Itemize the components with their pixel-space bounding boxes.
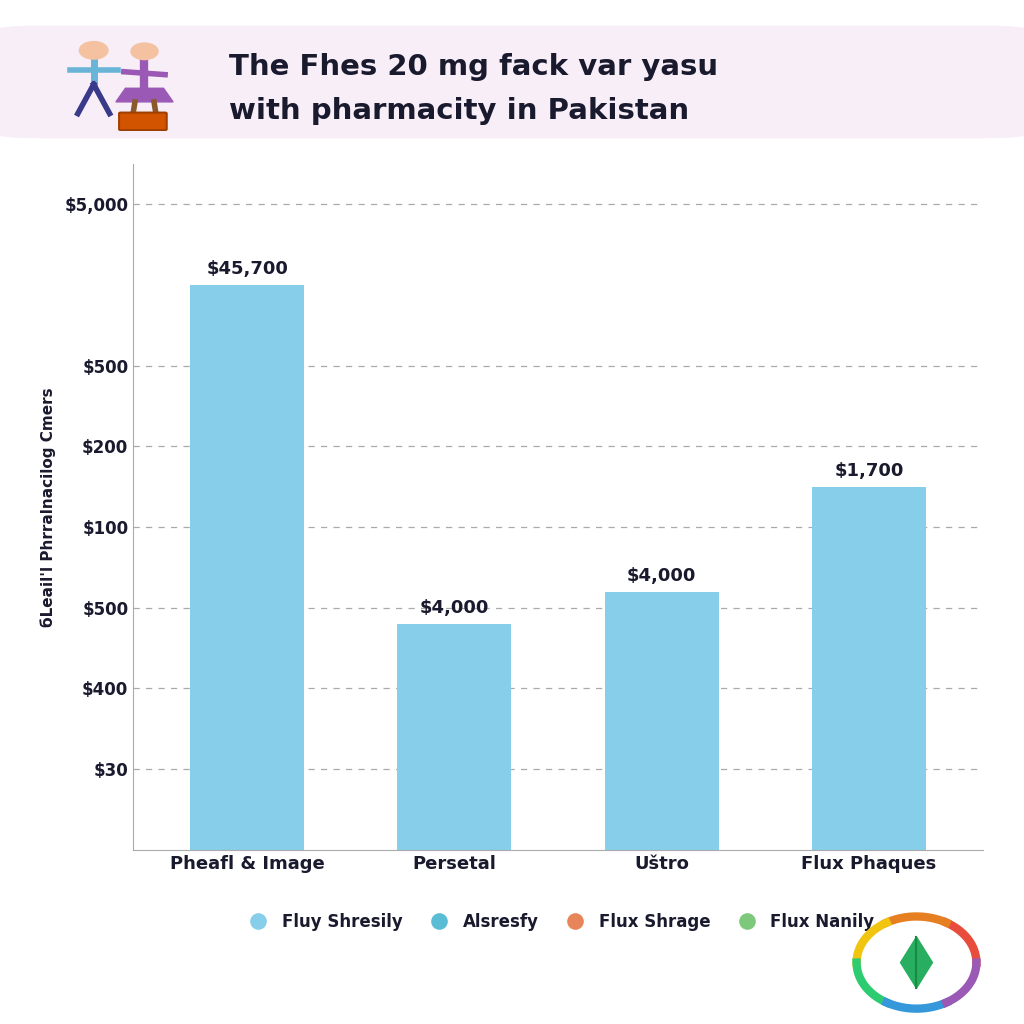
Text: with pharmacity in Pakistan: with pharmacity in Pakistan	[229, 96, 689, 125]
Bar	[397, 624, 511, 850]
FancyBboxPatch shape	[0, 26, 1024, 138]
Text: $4,000: $4,000	[420, 599, 489, 617]
Polygon shape	[116, 88, 173, 102]
Y-axis label: бLeail'l Phrralnacilog Cmers: бLeail'l Phrralnacilog Cmers	[40, 387, 56, 627]
Bar	[605, 592, 719, 850]
Circle shape	[131, 43, 158, 59]
Legend: Fluy Shresily, Alsresfy, Flux Shrage, Flux Nanily: Fluy Shresily, Alsresfy, Flux Shrage, Fl…	[236, 906, 881, 938]
Text: $4,000: $4,000	[627, 567, 696, 585]
Polygon shape	[900, 937, 933, 988]
Text: The Fhes 20 mg fack var yasu: The Fhes 20 mg fack var yasu	[229, 52, 719, 81]
Bar	[812, 486, 926, 850]
Bar	[190, 285, 304, 850]
FancyBboxPatch shape	[119, 113, 167, 130]
Text: $1,700: $1,700	[835, 462, 904, 480]
Text: $45,700: $45,700	[206, 260, 288, 279]
Circle shape	[80, 42, 108, 59]
